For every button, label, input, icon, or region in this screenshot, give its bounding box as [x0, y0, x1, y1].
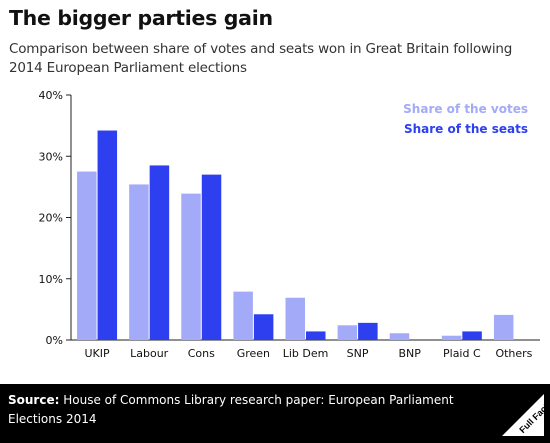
y-tick-label: 20%	[39, 212, 63, 225]
bar-votes	[129, 184, 149, 340]
y-tick-label: 10%	[39, 273, 63, 286]
bar-votes	[181, 193, 201, 340]
source-note: Source: House of Commons Library researc…	[8, 391, 488, 429]
bar-seats	[97, 130, 118, 340]
bar-votes	[441, 335, 462, 340]
x-tick-label: Cons	[188, 347, 215, 360]
legend-item: Share of the seats	[404, 122, 528, 136]
bar-votes	[233, 291, 253, 340]
chart-subtitle: Comparison between share of votes and se…	[9, 41, 513, 76]
x-tick-label: Lib Dem	[283, 347, 329, 360]
bar-seats	[253, 314, 274, 340]
legend-item: Share of the votes	[403, 102, 528, 116]
bar-seats	[149, 165, 170, 340]
chart-title: The bigger parties gain	[9, 6, 273, 30]
x-tick-label: UKIP	[84, 347, 110, 360]
x-tick-label: Others	[495, 347, 532, 360]
x-tick-label: SNP	[347, 347, 369, 360]
bar-votes	[285, 297, 305, 340]
bar-seats	[462, 331, 482, 340]
bar-seats	[201, 174, 222, 340]
y-tick-label: 0%	[46, 334, 63, 347]
bar-seats	[358, 322, 378, 340]
bar-votes	[493, 314, 514, 340]
x-tick-label: Labour	[130, 347, 169, 360]
source-label: Source:	[8, 393, 60, 407]
bar-votes	[337, 325, 358, 340]
footer: Source: House of Commons Library researc…	[0, 384, 550, 443]
x-tick-label: Green	[237, 347, 270, 360]
x-tick-label: Plaid C	[443, 347, 481, 360]
x-tick-label: BNP	[399, 347, 422, 360]
bar-chart: 0% 10% 20% 30% 40% UKIP Labour Cons Green Lib Dem…	[39, 89, 540, 360]
full-fact-logo: Full Fact	[502, 394, 544, 436]
y-tick-label: 40%	[39, 89, 63, 102]
bar-seats	[306, 331, 326, 340]
bar-votes	[389, 333, 410, 340]
y-tick-label: 30%	[39, 150, 63, 163]
source-text: House of Commons Library research paper:…	[8, 393, 454, 426]
bar-votes	[77, 171, 97, 340]
